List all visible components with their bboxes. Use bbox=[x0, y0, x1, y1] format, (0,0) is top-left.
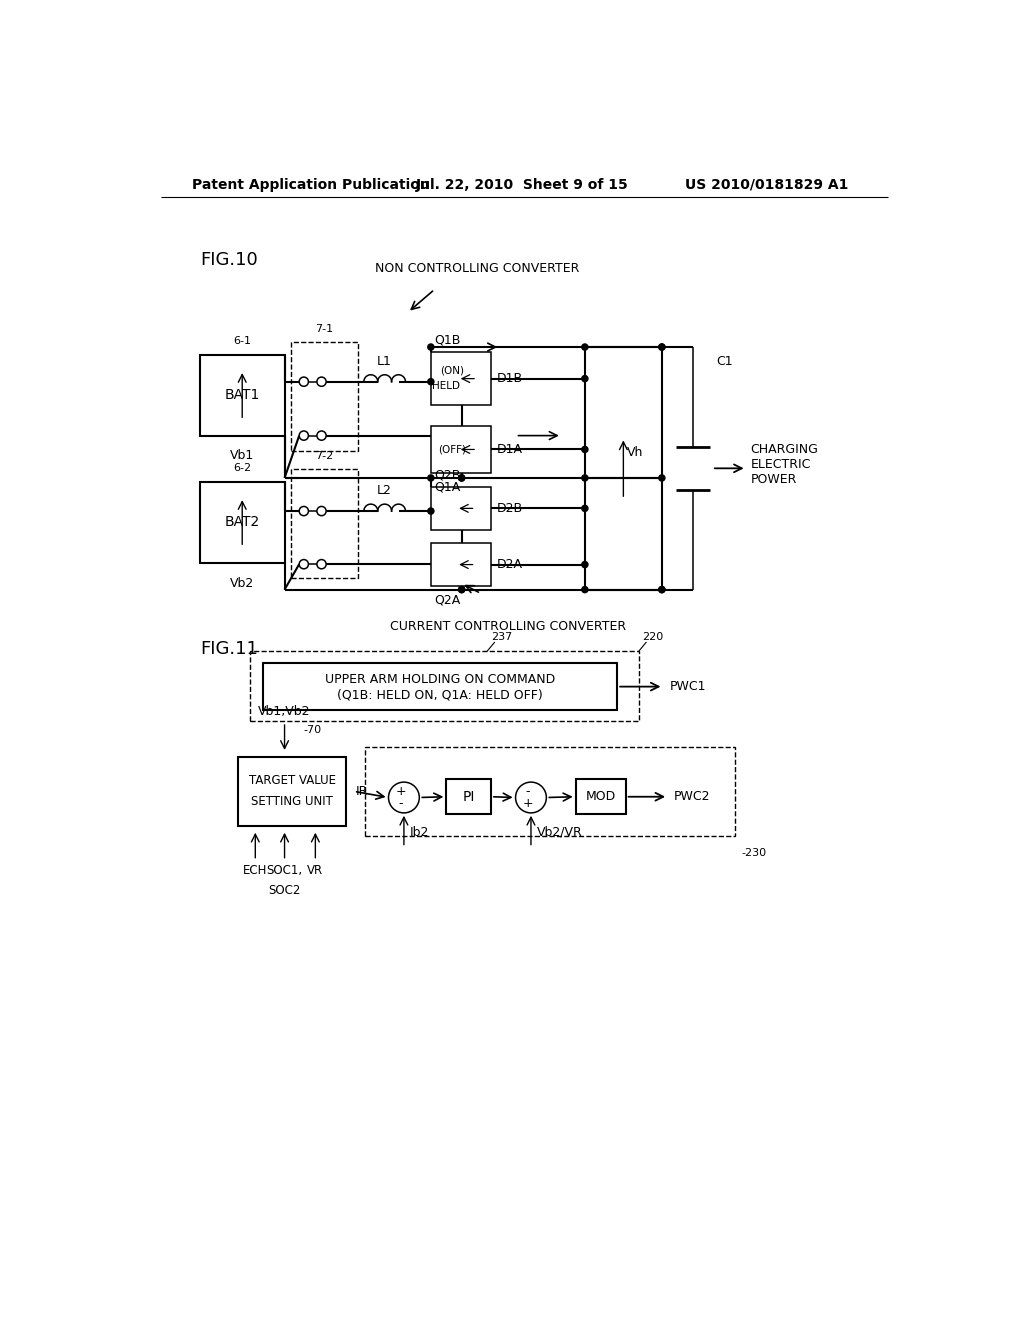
Text: Vb2: Vb2 bbox=[230, 577, 254, 590]
Bar bbox=[263, 663, 617, 710]
Text: Jul. 22, 2010  Sheet 9 of 15: Jul. 22, 2010 Sheet 9 of 15 bbox=[416, 178, 628, 191]
Circle shape bbox=[582, 475, 588, 480]
Text: Q2A: Q2A bbox=[435, 594, 461, 606]
Circle shape bbox=[658, 586, 665, 593]
Circle shape bbox=[316, 507, 326, 516]
Bar bbox=[200, 482, 285, 562]
Text: Patent Application Publication: Patent Application Publication bbox=[193, 178, 430, 191]
Text: 237: 237 bbox=[490, 632, 512, 642]
Text: (OFF): (OFF) bbox=[438, 445, 466, 454]
Text: (Q1B: HELD ON, Q1A: HELD OFF): (Q1B: HELD ON, Q1A: HELD OFF) bbox=[337, 689, 543, 702]
Circle shape bbox=[428, 508, 434, 515]
Text: BAT1: BAT1 bbox=[224, 388, 260, 403]
Circle shape bbox=[658, 475, 665, 480]
Circle shape bbox=[658, 345, 665, 350]
Bar bbox=[291, 342, 358, 451]
Circle shape bbox=[582, 345, 588, 350]
Text: -230: -230 bbox=[741, 847, 766, 858]
Text: Vb2/VR: Vb2/VR bbox=[538, 825, 583, 838]
Bar bbox=[239, 756, 346, 826]
Bar bbox=[366, 747, 735, 836]
Text: MOD: MOD bbox=[586, 791, 615, 804]
Text: SOC1,: SOC1, bbox=[266, 865, 303, 878]
Circle shape bbox=[388, 781, 419, 813]
Text: 6-1: 6-1 bbox=[233, 335, 251, 346]
Text: Vb1,Vb2: Vb1,Vb2 bbox=[258, 705, 311, 718]
Circle shape bbox=[428, 379, 434, 385]
Text: -: - bbox=[398, 797, 403, 810]
Text: IR: IR bbox=[355, 785, 368, 797]
Circle shape bbox=[316, 432, 326, 441]
Text: Q2B: Q2B bbox=[435, 469, 461, 480]
Circle shape bbox=[582, 376, 588, 381]
Text: BAT2: BAT2 bbox=[224, 515, 260, 529]
Text: ECH: ECH bbox=[243, 865, 267, 878]
Circle shape bbox=[582, 561, 588, 568]
Bar bbox=[431, 352, 490, 405]
Bar bbox=[291, 469, 358, 578]
Text: Q1B: Q1B bbox=[435, 333, 461, 346]
Text: L1: L1 bbox=[377, 355, 392, 368]
Text: +: + bbox=[522, 797, 534, 810]
Text: -: - bbox=[525, 785, 530, 797]
Text: 7-2: 7-2 bbox=[315, 451, 334, 461]
Circle shape bbox=[299, 432, 308, 441]
Bar bbox=[575, 779, 626, 814]
Text: SETTING UNIT: SETTING UNIT bbox=[251, 795, 333, 808]
Circle shape bbox=[582, 446, 588, 453]
Text: TARGET VALUE: TARGET VALUE bbox=[249, 775, 336, 788]
Text: PWC2: PWC2 bbox=[674, 791, 711, 804]
Text: FIG.11: FIG.11 bbox=[200, 640, 258, 657]
Text: D1A: D1A bbox=[497, 444, 523, 455]
Circle shape bbox=[658, 586, 665, 593]
Text: NON CONTROLLING CONVERTER: NON CONTROLLING CONVERTER bbox=[375, 263, 580, 276]
Text: CHARGING
ELECTRIC
POWER: CHARGING ELECTRIC POWER bbox=[751, 444, 818, 486]
Circle shape bbox=[515, 781, 547, 813]
Text: CURRENT CONTROLLING CONVERTER: CURRENT CONTROLLING CONVERTER bbox=[390, 620, 626, 634]
Circle shape bbox=[582, 586, 588, 593]
Circle shape bbox=[428, 345, 434, 350]
Text: Vb1: Vb1 bbox=[230, 449, 254, 462]
Text: SOC2: SOC2 bbox=[268, 884, 301, 896]
Bar bbox=[431, 544, 490, 586]
Text: UPPER ARM HOLDING ON COMMAND: UPPER ARM HOLDING ON COMMAND bbox=[325, 673, 555, 686]
Text: HELD: HELD bbox=[432, 381, 460, 392]
Circle shape bbox=[299, 378, 308, 387]
Text: Vh: Vh bbox=[628, 446, 644, 459]
Circle shape bbox=[428, 475, 434, 480]
Text: Ib2: Ib2 bbox=[410, 825, 429, 838]
Circle shape bbox=[459, 475, 465, 480]
Circle shape bbox=[316, 378, 326, 387]
Bar bbox=[446, 779, 490, 814]
Text: L2: L2 bbox=[377, 484, 392, 498]
Text: C1: C1 bbox=[716, 355, 732, 368]
Text: 220: 220 bbox=[643, 632, 664, 642]
Circle shape bbox=[658, 345, 665, 350]
Text: 7-1: 7-1 bbox=[315, 323, 334, 334]
Circle shape bbox=[299, 560, 308, 569]
Circle shape bbox=[316, 560, 326, 569]
Circle shape bbox=[582, 506, 588, 511]
Circle shape bbox=[459, 586, 465, 593]
Text: D2A: D2A bbox=[497, 558, 523, 572]
Text: PWC1: PWC1 bbox=[670, 680, 707, 693]
Circle shape bbox=[459, 475, 465, 480]
Text: FIG.10: FIG.10 bbox=[200, 251, 258, 269]
Text: VR: VR bbox=[307, 865, 324, 878]
Text: -70: -70 bbox=[304, 725, 322, 735]
Bar bbox=[431, 426, 490, 473]
Bar bbox=[200, 355, 285, 436]
Text: D2B: D2B bbox=[497, 502, 523, 515]
Circle shape bbox=[299, 507, 308, 516]
Text: PI: PI bbox=[463, 789, 475, 804]
Text: Q1A: Q1A bbox=[435, 480, 461, 494]
Text: 6-2: 6-2 bbox=[233, 462, 251, 473]
Circle shape bbox=[459, 586, 465, 593]
Text: D1B: D1B bbox=[497, 372, 523, 385]
Text: US 2010/0181829 A1: US 2010/0181829 A1 bbox=[685, 178, 848, 191]
Bar bbox=[431, 487, 490, 529]
Text: (ON): (ON) bbox=[440, 366, 465, 376]
Text: +: + bbox=[395, 785, 407, 797]
Bar bbox=[250, 651, 639, 721]
